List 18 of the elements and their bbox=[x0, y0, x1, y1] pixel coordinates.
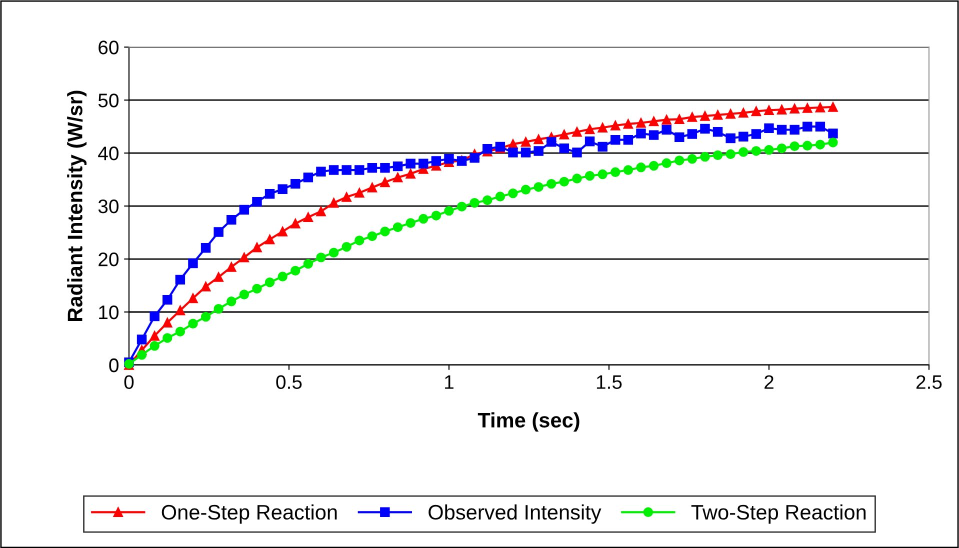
legend-label: Observed Intensity bbox=[428, 504, 602, 524]
x-tick-label: 2 bbox=[764, 375, 774, 389]
x-tick-label: 0.5 bbox=[276, 375, 302, 389]
y-axis-title: Radiant Intensity (W/sr) bbox=[67, 90, 87, 321]
x-axis-title: Time (sec) bbox=[478, 412, 580, 432]
y-tick-label: 30 bbox=[98, 200, 119, 214]
x-tick-label: 1 bbox=[445, 375, 454, 389]
y-tick-label: 60 bbox=[98, 40, 119, 54]
x-tick-label: 1.5 bbox=[596, 375, 622, 389]
y-tick-label: 20 bbox=[98, 252, 119, 266]
x-tick-label: 0 bbox=[124, 375, 134, 389]
x-tick-label: 2.5 bbox=[916, 375, 942, 389]
y-tick-label: 50 bbox=[98, 94, 119, 108]
y-tick-label: 40 bbox=[98, 146, 119, 160]
legend-label: One-Step Reaction bbox=[162, 504, 337, 524]
y-tick-label: 0 bbox=[109, 358, 119, 372]
legend-label: Two-Step Reaction bbox=[691, 504, 866, 524]
y-tick-label: 10 bbox=[99, 305, 119, 320]
